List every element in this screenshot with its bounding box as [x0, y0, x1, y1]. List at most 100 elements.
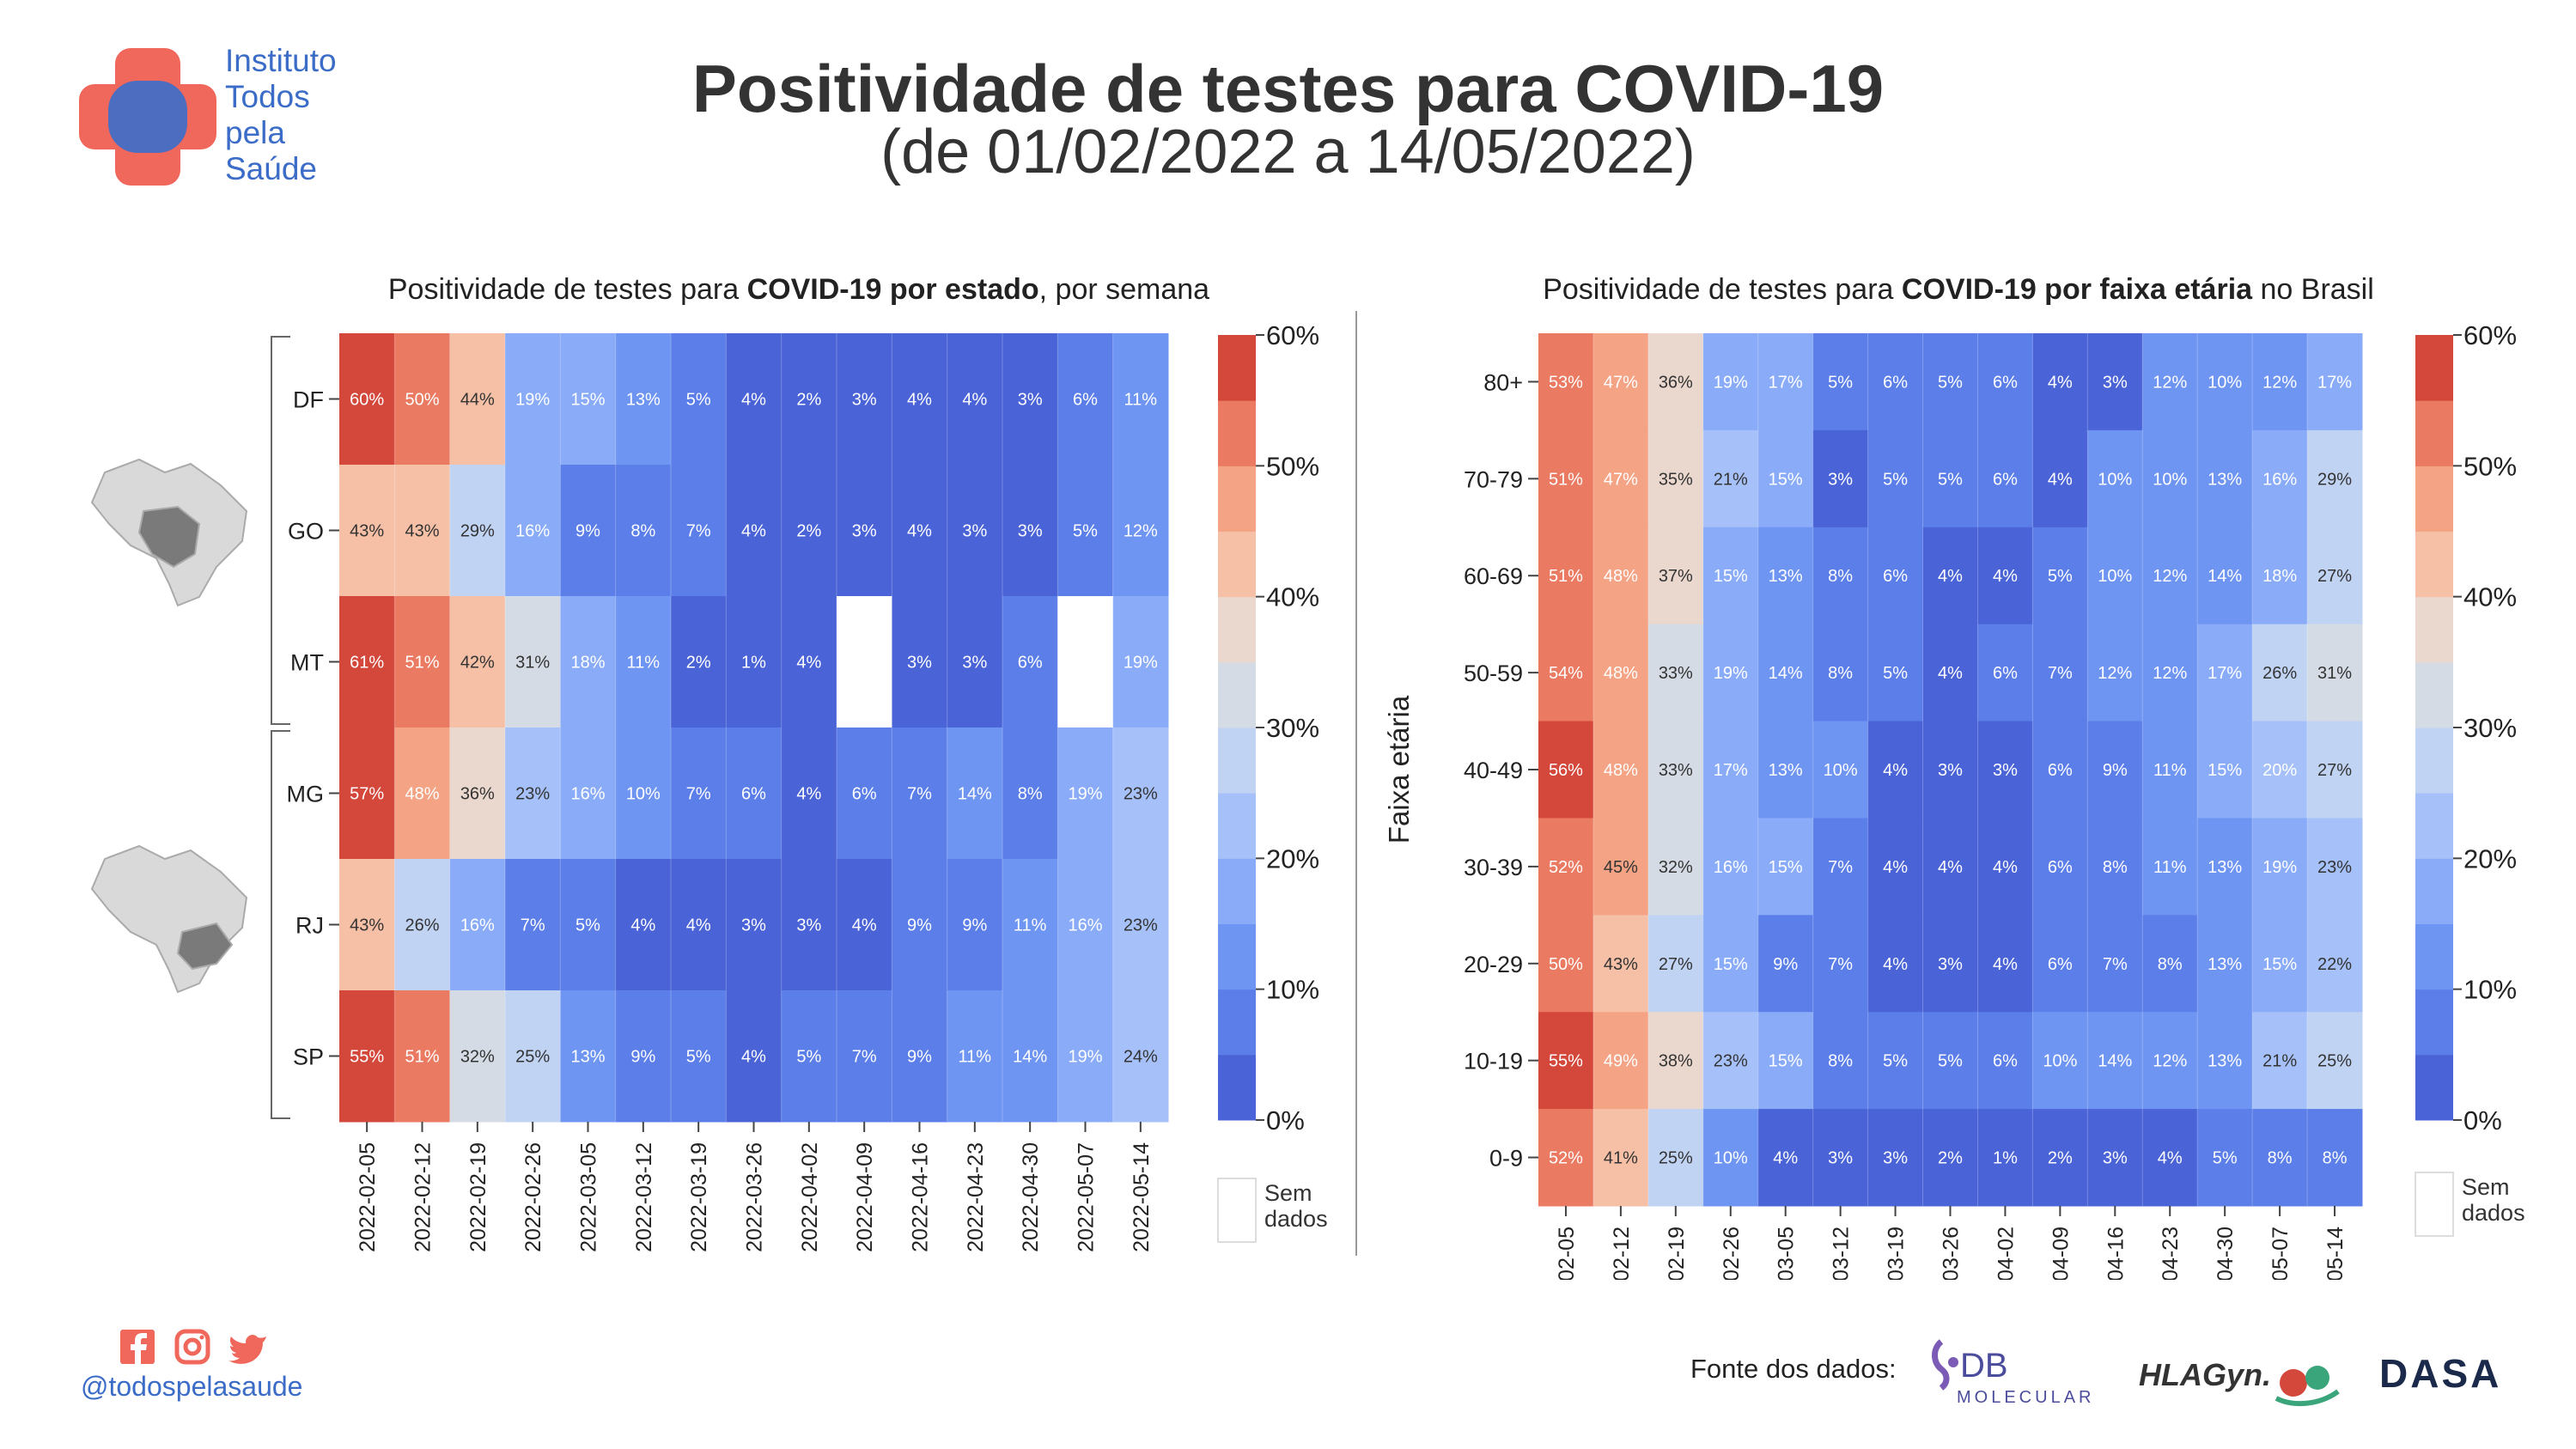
- cell-value-label: 19%: [1068, 1048, 1102, 1067]
- brazil-map-icon-midwest: [90, 458, 248, 607]
- instagram-icon[interactable]: [174, 1329, 210, 1365]
- heatmap-cell: [1812, 1012, 1869, 1110]
- heatmap-cell: [2197, 818, 2253, 916]
- y-axis-label: Faixa etária: [1383, 695, 1415, 843]
- facebook-icon[interactable]: [120, 1330, 155, 1364]
- cell-value-label: 10%: [2098, 567, 2132, 586]
- cell-value-label: 16%: [1714, 858, 1748, 877]
- heatmap-cell: [1702, 1109, 1759, 1207]
- cell-value-label: 3%: [962, 654, 987, 673]
- heatmap-cell: [1538, 818, 1594, 916]
- cell-value-label: 27%: [1659, 955, 1693, 974]
- heatmap-cell: [1702, 1012, 1759, 1110]
- heatmap-cell: [1702, 527, 1759, 625]
- heatmap-cell: [726, 596, 783, 728]
- heatmap-cell: [339, 728, 395, 860]
- cell-value-label: 2%: [796, 522, 821, 541]
- colorbar-segment: [2415, 1054, 2453, 1121]
- cell-value-label: 17%: [2208, 664, 2242, 683]
- heatmap-cell: [1057, 728, 1114, 860]
- heatmap-cell: [1647, 818, 1704, 916]
- x-tick-label: 2022-02-26: [521, 1142, 545, 1252]
- heatmap-cell: [505, 596, 561, 728]
- cell-value-label: 4%: [796, 785, 821, 804]
- x-tick-label: 2022-04-09: [853, 1142, 877, 1252]
- cell-value-label: 15%: [1714, 567, 1748, 586]
- db-molecular-logo: DB MOLECULAR: [1929, 1336, 2101, 1409]
- cell-value-label: 49%: [1604, 1052, 1638, 1071]
- cell-value-label: 10%: [2043, 1052, 2077, 1071]
- cell-value-label: 51%: [1549, 567, 1583, 586]
- heatmap-cell: [1702, 818, 1759, 916]
- colorbar-segment: [2415, 989, 2453, 1056]
- cell-value-label: 14%: [2208, 567, 2242, 586]
- cell-value-label: 9%: [575, 522, 600, 541]
- page-subtitle: (de 01/02/2022 a 14/05/2022): [880, 118, 1696, 186]
- hlagyn-logo-text: HLAGyn.: [2139, 1357, 2272, 1392]
- colorbar-segment: [1218, 1054, 1256, 1121]
- x-tick-label: 2022-04-30: [2214, 1227, 2238, 1280]
- x-tick-label: 2022-05-07: [2268, 1227, 2293, 1280]
- colorbar-segment: [1218, 989, 1256, 1056]
- cell-value-label: 12%: [1124, 522, 1158, 541]
- heatmap-cell: [726, 333, 783, 466]
- cell-value-label: 4%: [1773, 1149, 1798, 1168]
- heatmap-cell: [560, 990, 617, 1123]
- y-tick-label: RJ: [295, 913, 324, 939]
- y-tick-label: 20-29: [1464, 952, 1523, 977]
- heatmap-cell: [449, 728, 506, 860]
- cell-value-label: 56%: [1549, 761, 1583, 780]
- cell-value-label: 12%: [2153, 1052, 2187, 1071]
- cell-value-label: 43%: [350, 916, 384, 935]
- heatmap-cell: [1977, 721, 2033, 819]
- cell-value-label: 4%: [686, 916, 711, 935]
- heatmap-cell: [726, 728, 783, 860]
- heatmap-cell: [1757, 818, 1814, 916]
- cell-value-label: 15%: [1769, 470, 1803, 489]
- cell-value-label: 51%: [405, 654, 439, 673]
- cell-value-label: 3%: [1938, 761, 1963, 780]
- logo-line: Instituto: [225, 43, 337, 78]
- heatmap-cell: [1977, 1109, 2033, 1207]
- heatmap-cell: [1592, 429, 1649, 528]
- hlagyn-logo: HLAGyn.: [2139, 1349, 2345, 1409]
- cell-value-label: 43%: [350, 522, 384, 541]
- cell-value-label: 44%: [460, 391, 495, 410]
- social-handle[interactable]: @todospelasaude: [81, 1371, 303, 1402]
- heatmap-cell: [2032, 721, 2088, 819]
- heatmap-cell: [837, 728, 892, 860]
- cell-value-label: 13%: [2208, 858, 2242, 877]
- heatmap-cell: [781, 465, 837, 597]
- y-tick-label: 0-9: [1489, 1146, 1523, 1172]
- chart-title-part: Positividade de testes para: [387, 273, 747, 306]
- colorbar-tick-label: 50%: [2463, 451, 2517, 481]
- cell-value-label: 7%: [521, 916, 545, 935]
- heatmap-cell: [1867, 1109, 1924, 1207]
- heatmap-cell: [1812, 429, 1869, 528]
- colorbar-segment: [2415, 466, 2453, 532]
- cell-value-label: 13%: [626, 391, 661, 410]
- cell-value-label: 13%: [2208, 470, 2242, 489]
- cell-value-label: 3%: [1993, 761, 2018, 780]
- cell-value-label: 9%: [907, 916, 932, 935]
- cell-value-label: 25%: [2317, 1052, 2352, 1071]
- cell-value-label: 1%: [1993, 1149, 2018, 1168]
- twitter-icon[interactable]: [228, 1335, 266, 1364]
- heatmap-ages: 53% 47% 36% 19% 17% 5% 6% 5% 6% 4% 3% 12% 10% 12% 17% 5…: [1383, 320, 2525, 1280]
- cell-value-label: 3%: [1938, 955, 1963, 974]
- cell-value-label: 43%: [1604, 955, 1638, 974]
- heatmap-cell: [2252, 1012, 2308, 1110]
- cell-value-label: 5%: [2213, 1149, 2238, 1168]
- heatmap-cell: [1867, 915, 1924, 1013]
- x-tick-label: 2022-04-02: [1994, 1227, 2018, 1280]
- cell-value-label: 27%: [2317, 567, 2352, 586]
- heatmap-cell: [726, 465, 783, 597]
- cross-logo-icon: [79, 48, 216, 186]
- heatmap-cell: [2197, 429, 2253, 528]
- cell-value-label: 38%: [1659, 1052, 1693, 1071]
- heatmap-cell: [2087, 333, 2143, 431]
- cell-value-label: 50%: [1549, 955, 1583, 974]
- heatmap-cell: [2197, 721, 2253, 819]
- colorbar-segment: [2415, 661, 2453, 728]
- cell-value-label: 3%: [2103, 373, 2128, 392]
